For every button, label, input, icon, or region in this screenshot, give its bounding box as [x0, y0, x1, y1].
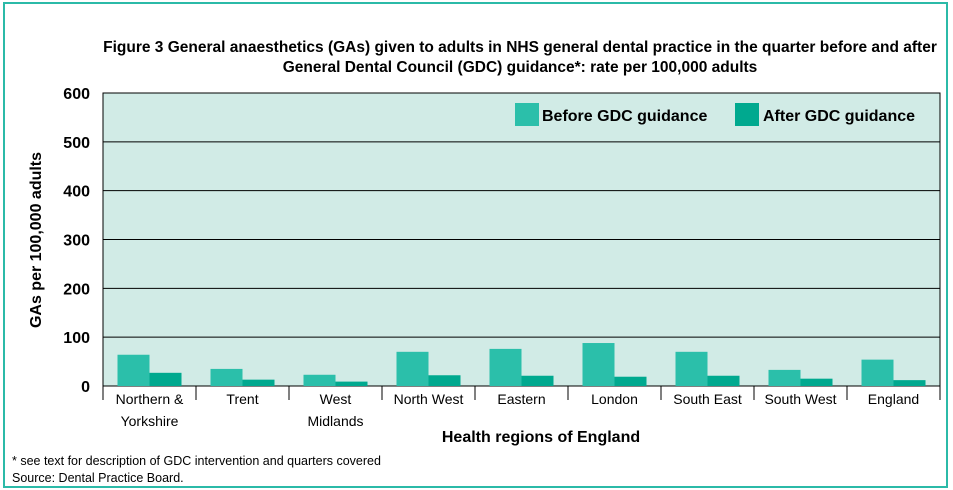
x-tick-label: Trent: [226, 391, 258, 407]
bar-before: [582, 343, 615, 386]
y-tick-label: 200: [63, 281, 90, 298]
bar-after: [707, 375, 740, 386]
x-axis-ticks: Northern & Yorkshire Trent West Midlands Nort…: [102, 386, 941, 429]
x-tick-label: Eastern: [497, 391, 545, 407]
bar-after: [614, 376, 647, 386]
x-tick-label: South East: [673, 391, 742, 407]
bar-after: [149, 372, 182, 386]
bar-before: [210, 368, 243, 386]
y-tick-label: 600: [63, 86, 90, 103]
x-tick-label: England: [868, 391, 919, 407]
y-axis-label: GAs per 100,000 adults: [28, 152, 45, 328]
bar-before: [489, 348, 522, 386]
legend: Before GDC guidance After GDC guidance: [515, 103, 915, 126]
bar-before: [768, 369, 801, 386]
bar-after: [893, 380, 926, 386]
x-tick-label: Northern & Yorkshire: [116, 391, 184, 429]
bar-after: [428, 375, 461, 386]
bar-after: [335, 381, 368, 386]
x-tick-label: North West: [394, 391, 464, 407]
x-tick-label: West Midlands: [307, 391, 363, 429]
chart-title: Figure 3 General anaesthetics (GAs) give…: [103, 39, 937, 76]
bar-after: [800, 378, 833, 386]
bar-before: [396, 351, 429, 386]
legend-label: After GDC guidance: [763, 108, 915, 125]
bar-after: [242, 379, 275, 386]
bar-after: [521, 375, 554, 386]
y-tick-label: 0: [81, 379, 90, 396]
bar-before: [117, 354, 150, 386]
gridlines: [103, 92, 940, 338]
bar-before: [675, 351, 708, 386]
y-tick-label: 100: [63, 330, 90, 347]
legend-label: Before GDC guidance: [542, 108, 707, 125]
bar-before: [303, 374, 336, 386]
x-tick-label: South West: [764, 391, 836, 407]
x-axis-label: Health regions of England: [442, 429, 640, 446]
legend-swatch: [515, 103, 539, 126]
bar-before: [861, 359, 894, 386]
y-tick-label: 500: [63, 135, 90, 152]
y-tick-label: 300: [63, 233, 90, 250]
source-note: Source: Dental Practice Board.: [12, 471, 184, 485]
footnote: * see text for description of GDC interv…: [12, 454, 381, 468]
legend-swatch: [735, 103, 759, 126]
y-tick-label: 400: [63, 184, 90, 201]
x-tick-label: London: [591, 391, 638, 407]
y-axis-ticks: 0 100 200 300 400 500 600: [63, 86, 90, 396]
bars: [117, 343, 926, 386]
